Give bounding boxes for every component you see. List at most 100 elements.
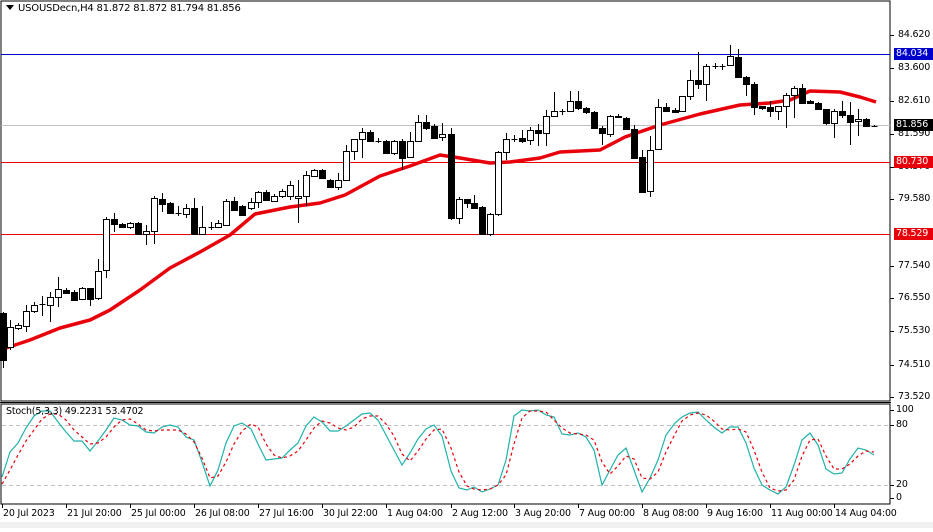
candle (863, 118, 870, 127)
candle (535, 124, 542, 146)
candle (639, 150, 646, 193)
candle (815, 102, 822, 110)
level-price-tag: 84.034 (894, 48, 933, 60)
candle (111, 213, 118, 232)
candle (791, 86, 798, 118)
candle (375, 138, 382, 143)
price-tick-label: 73.520 (898, 391, 931, 402)
candle (623, 117, 630, 130)
candle (327, 179, 334, 188)
time-tick-label: 20 Jul 2023 (3, 508, 55, 519)
candle (287, 181, 294, 200)
candle (103, 217, 110, 278)
time-tick-label: 21 Jul 20:00 (67, 508, 122, 519)
candle (151, 196, 158, 244)
candle (143, 225, 150, 245)
indicator-level-label: 80 (896, 419, 908, 430)
candle (127, 222, 134, 229)
price-tick-label: 83.600 (898, 62, 931, 73)
price-tick-label: 79.580 (898, 193, 931, 204)
candle (119, 223, 126, 228)
candle (871, 125, 878, 127)
candle (311, 169, 318, 177)
candle (223, 199, 230, 226)
price-tick-label: 75.530 (898, 325, 931, 336)
price-tick-label: 81.590 (898, 128, 931, 139)
candle (831, 109, 838, 138)
time-tick-label: 26 Jul 08:00 (195, 508, 250, 519)
candle (672, 108, 679, 113)
time-tick-label: 3 Aug 20:00 (515, 508, 571, 519)
candle (839, 101, 846, 118)
candle (727, 45, 734, 66)
candle (607, 115, 614, 137)
candle (495, 151, 502, 216)
time-tick-label: 14 Aug 04:00 (835, 508, 897, 519)
chart-header: USOUSDecn,H4 81.872 81.872 81.794 81.856 (6, 3, 241, 14)
time-tick-label: 2 Aug 12:00 (452, 508, 508, 519)
indicator-label: Stoch(5,3,3) 49.2231 53.4702 (6, 406, 144, 417)
candle (55, 277, 62, 307)
candle (407, 132, 414, 158)
candle (583, 107, 590, 114)
candle (208, 222, 215, 230)
time-tick-label: 27 Jul 16:00 (259, 508, 314, 519)
candle (271, 194, 278, 202)
candle (239, 205, 246, 216)
candle (847, 102, 854, 145)
candle (712, 63, 719, 69)
candle (399, 139, 406, 170)
candle (511, 135, 518, 142)
candle (479, 206, 486, 235)
candle (551, 92, 558, 117)
candle (0, 312, 7, 368)
time-tick-label: 8 Aug 08:00 (643, 508, 699, 519)
candle (415, 115, 422, 142)
indicator-level-label: 100 (896, 404, 914, 415)
candle (248, 198, 255, 210)
stoch-levels (2, 425, 890, 486)
current-price-tag: 81.856 (894, 119, 933, 131)
candle (647, 136, 654, 197)
bottom-strip (0, 522, 933, 528)
candle (7, 320, 14, 350)
candle (167, 202, 174, 214)
candle (15, 323, 22, 330)
candle (79, 287, 86, 300)
candle (855, 109, 862, 136)
candle (519, 130, 526, 143)
candle (47, 292, 54, 322)
candle (439, 123, 446, 141)
candle (31, 302, 38, 313)
candle (23, 305, 30, 332)
candle (599, 126, 606, 145)
candle (383, 140, 390, 154)
collapse-triangle-icon[interactable] (6, 5, 14, 10)
candle (663, 103, 670, 112)
level-price-tag: 80.730 (894, 156, 933, 168)
candle (543, 110, 550, 146)
candle (359, 128, 366, 158)
candle (487, 213, 494, 236)
stochastic-lines (1, 409, 875, 495)
candle (159, 193, 166, 212)
candle (456, 197, 463, 224)
time-tick-label: 7 Aug 00:00 (579, 508, 635, 519)
candle (199, 206, 206, 235)
level-price-tag: 78.529 (894, 228, 933, 240)
candle (335, 173, 342, 190)
candle (71, 290, 78, 301)
candle (263, 190, 270, 201)
time-tick-label: 25 Jul 00:00 (131, 508, 186, 519)
time-axis-ticks (2, 504, 835, 508)
stoch-signal-line (1, 410, 875, 492)
candle (431, 124, 438, 139)
main-chart-frame (0, 0, 891, 402)
candle (39, 296, 46, 316)
candle (343, 145, 350, 181)
candle (367, 130, 374, 142)
candle (464, 199, 471, 208)
candle (823, 109, 830, 125)
